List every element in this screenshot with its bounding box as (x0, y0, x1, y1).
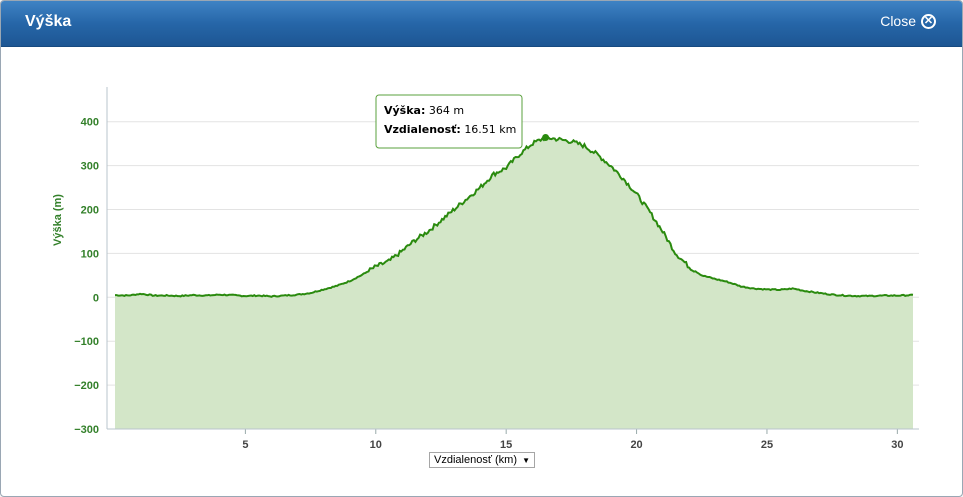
x-tick-label: 30 (891, 439, 903, 451)
tooltip-value-elevation: 364 m (429, 104, 464, 117)
tooltip-line-distance: Vzdialenosť: 16.51 km (384, 123, 516, 136)
x-tick-label: 5 (242, 439, 248, 451)
chevron-down-icon: ▼ (522, 455, 530, 465)
x-tick-labels: 5 10 15 20 25 30 (242, 429, 903, 451)
close-label: Close (880, 13, 916, 29)
y-axis-label: Výška (m) (52, 194, 64, 246)
y-tick-label: −200 (74, 380, 99, 392)
y-tick-label: 100 (81, 248, 99, 260)
tooltip-line-elevation: Výška: 364 m (384, 104, 464, 117)
x-axis-select[interactable]: Vzdialenosť (km) ▼ (429, 452, 535, 468)
x-tick-label: 10 (370, 439, 382, 451)
tooltip-label-elevation: Výška: (384, 104, 425, 117)
hover-point[interactable] (542, 134, 550, 142)
tooltip: Výška: 364 m Vzdialenosť: 16.51 km (375, 94, 523, 149)
x-tick-label: 15 (500, 439, 512, 451)
tooltip-value-distance: 16.51 km (464, 123, 516, 136)
close-icon: ✕ (921, 13, 936, 29)
y-tick-label: 400 (81, 117, 99, 129)
dialog-titlebar: Výška Close ✕ (1, 1, 962, 47)
tooltip-box (375, 94, 523, 149)
dialog-title: Výška (25, 13, 72, 30)
elevation-line (115, 134, 914, 298)
x-tick-label: 20 (630, 439, 642, 451)
elevation-chart: 400 300 200 100 0 −100 −200 −300 5 10 15 20 25 30 Vý… (52, 87, 919, 451)
y-tick-label: −300 (74, 424, 99, 436)
y-tick-label: 300 (81, 161, 99, 173)
x-axis-select-value: Vzdialenosť (km) (434, 454, 517, 466)
x-tick-label: 25 (761, 439, 773, 451)
y-tick-label: 0 (93, 292, 99, 304)
y-tick-label: 200 (81, 205, 99, 217)
tooltip-label-distance: Vzdialenosť: (384, 123, 461, 136)
elevation-area (115, 135, 913, 429)
y-tick-label: −100 (74, 336, 99, 348)
y-tick-labels: 400 300 200 100 0 −100 −200 −300 (74, 117, 99, 436)
close-button[interactable]: Close ✕ (880, 13, 936, 29)
